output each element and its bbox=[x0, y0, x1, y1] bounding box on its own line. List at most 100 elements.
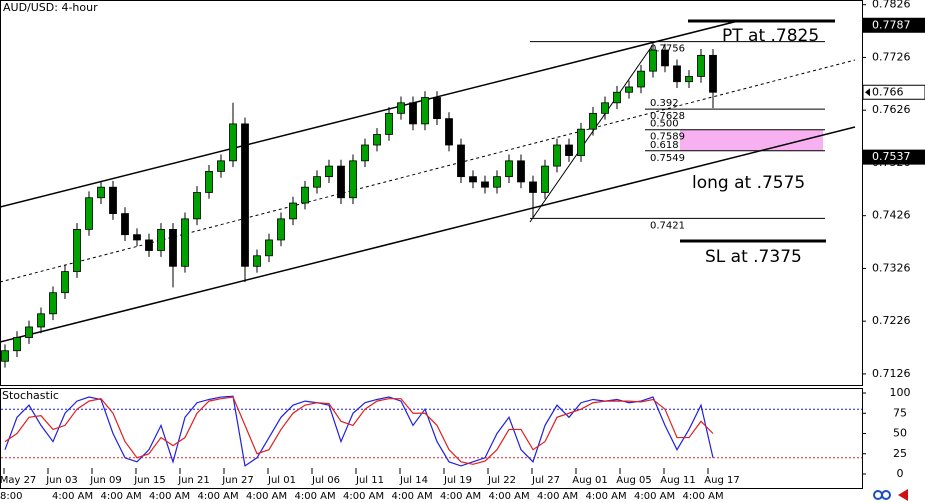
time-label: 4:00 AM bbox=[586, 491, 627, 502]
price-marker bbox=[862, 149, 925, 165]
fib-price-label: 0.7549 bbox=[650, 153, 685, 164]
scroll-icon[interactable] bbox=[898, 489, 908, 501]
x-tick-label: Aug 17 bbox=[704, 475, 739, 486]
candle-body bbox=[385, 112, 393, 135]
price-marker-label: 0.7537 bbox=[872, 150, 911, 163]
candle-body bbox=[373, 134, 381, 146]
candle-body bbox=[205, 170, 213, 193]
price-marker-label: 0.766 bbox=[872, 85, 904, 98]
fib-price-label: 0.7756 bbox=[650, 44, 685, 55]
candle-body bbox=[433, 97, 441, 120]
bottom-icons[interactable] bbox=[873, 489, 908, 501]
y-tick-label: 75 bbox=[893, 406, 907, 419]
trend-lines bbox=[0, 19, 856, 343]
candle-body bbox=[553, 144, 561, 167]
candle-body bbox=[217, 160, 225, 172]
link-icon[interactable] bbox=[873, 490, 883, 500]
candle-body bbox=[421, 97, 429, 125]
candle-body bbox=[481, 181, 489, 188]
x-tick-label: Jul 14 bbox=[399, 475, 428, 486]
fib-ratio-label: 0.392 bbox=[650, 98, 679, 109]
x-tick-label: Jul 19 bbox=[443, 475, 472, 486]
x-tick-label: Aug 01 bbox=[572, 475, 607, 486]
candle-body bbox=[145, 239, 153, 251]
fib-price-label: 0.7589 bbox=[650, 132, 685, 143]
candle-body bbox=[301, 186, 309, 204]
candle-body bbox=[661, 49, 669, 67]
fib-levels: 0.7756 0.7628 0.392 0.7589 0.500 0.7549 0.618 0… bbox=[530, 41, 825, 231]
candle-body bbox=[709, 54, 717, 93]
candle-body bbox=[457, 144, 465, 178]
x-tick-label: Jun 09 bbox=[89, 475, 122, 486]
time-label: 4:00 AM bbox=[52, 491, 93, 502]
stochastic-pane bbox=[0, 388, 863, 489]
candle-body bbox=[337, 165, 345, 199]
candle-body bbox=[277, 218, 285, 241]
candle-body bbox=[265, 239, 273, 257]
x-tick-label: Jul 11 bbox=[355, 475, 384, 486]
candle-body bbox=[685, 76, 693, 83]
candle-body bbox=[673, 65, 681, 83]
annotation: PT at .7825 bbox=[722, 26, 819, 46]
candle-body bbox=[289, 202, 297, 220]
candle-body bbox=[85, 197, 93, 230]
candle-body bbox=[37, 313, 45, 328]
candle-body bbox=[397, 102, 405, 114]
indicator-title: Stochastic bbox=[2, 389, 59, 402]
channel-top bbox=[0, 20, 739, 208]
x-tick-label: Aug 05 bbox=[616, 475, 651, 486]
candle-body bbox=[133, 234, 141, 241]
candle-body bbox=[517, 160, 525, 183]
candle-body bbox=[697, 54, 705, 77]
y-tick-label: 0.7826 bbox=[872, 0, 911, 11]
candle-body bbox=[97, 186, 105, 199]
annotation: long at .7575 bbox=[692, 173, 805, 193]
candle-body bbox=[181, 218, 189, 267]
link-icon[interactable] bbox=[881, 490, 891, 500]
time-label: 4:00 AM bbox=[489, 491, 530, 502]
candle-body bbox=[73, 228, 81, 272]
fib-swing bbox=[529, 45, 653, 223]
x-tick-label: Jun 21 bbox=[177, 475, 210, 486]
candle-body bbox=[25, 326, 33, 338]
candle-body bbox=[445, 118, 453, 146]
time-label: 4:00 AM bbox=[149, 491, 190, 502]
time-label: 4:00 AM bbox=[101, 491, 142, 502]
candle-body bbox=[529, 181, 537, 193]
fib-price-label: 0.7628 bbox=[650, 111, 685, 122]
time-label: 4:00 AM bbox=[295, 491, 336, 502]
entry-zone bbox=[680, 129, 823, 151]
time-label: 4:00 AM bbox=[343, 491, 384, 502]
y-tick-label: 0.7726 bbox=[872, 50, 911, 63]
candle-body bbox=[469, 176, 477, 183]
x-tick-label: Jul 06 bbox=[311, 475, 340, 486]
candle-body bbox=[169, 228, 177, 267]
candle-body bbox=[601, 102, 609, 114]
x-tick-label: Aug 11 bbox=[660, 475, 695, 486]
candle-body bbox=[49, 292, 57, 315]
y-tick-label: 25 bbox=[893, 447, 907, 460]
y-tick-label: 100 bbox=[890, 386, 911, 399]
time-label: 4:00 AM bbox=[392, 491, 433, 502]
candle-body bbox=[313, 176, 321, 188]
time-label: 4:00 AM bbox=[634, 491, 675, 502]
candle-body bbox=[109, 186, 117, 214]
x-tick-label: Jul 22 bbox=[487, 475, 516, 486]
x-tick-label: Jun 27 bbox=[221, 475, 254, 486]
candle-body bbox=[121, 213, 129, 236]
candle-body bbox=[349, 160, 357, 199]
y-tick-label: 50 bbox=[893, 427, 907, 440]
candle-body bbox=[361, 144, 369, 162]
time-label: 4:00 AM bbox=[537, 491, 578, 502]
candle-body bbox=[541, 165, 549, 193]
candle-body bbox=[325, 165, 333, 178]
candle-body bbox=[1, 350, 9, 362]
candle-body bbox=[649, 49, 657, 72]
candle-body bbox=[565, 144, 573, 156]
candle-body bbox=[577, 128, 585, 156]
time-label: 4:00 AM bbox=[683, 491, 724, 502]
y-tick-label: 0.7626 bbox=[872, 103, 911, 116]
price-marker bbox=[862, 17, 925, 33]
time-label: 4:00 AM bbox=[246, 491, 287, 502]
